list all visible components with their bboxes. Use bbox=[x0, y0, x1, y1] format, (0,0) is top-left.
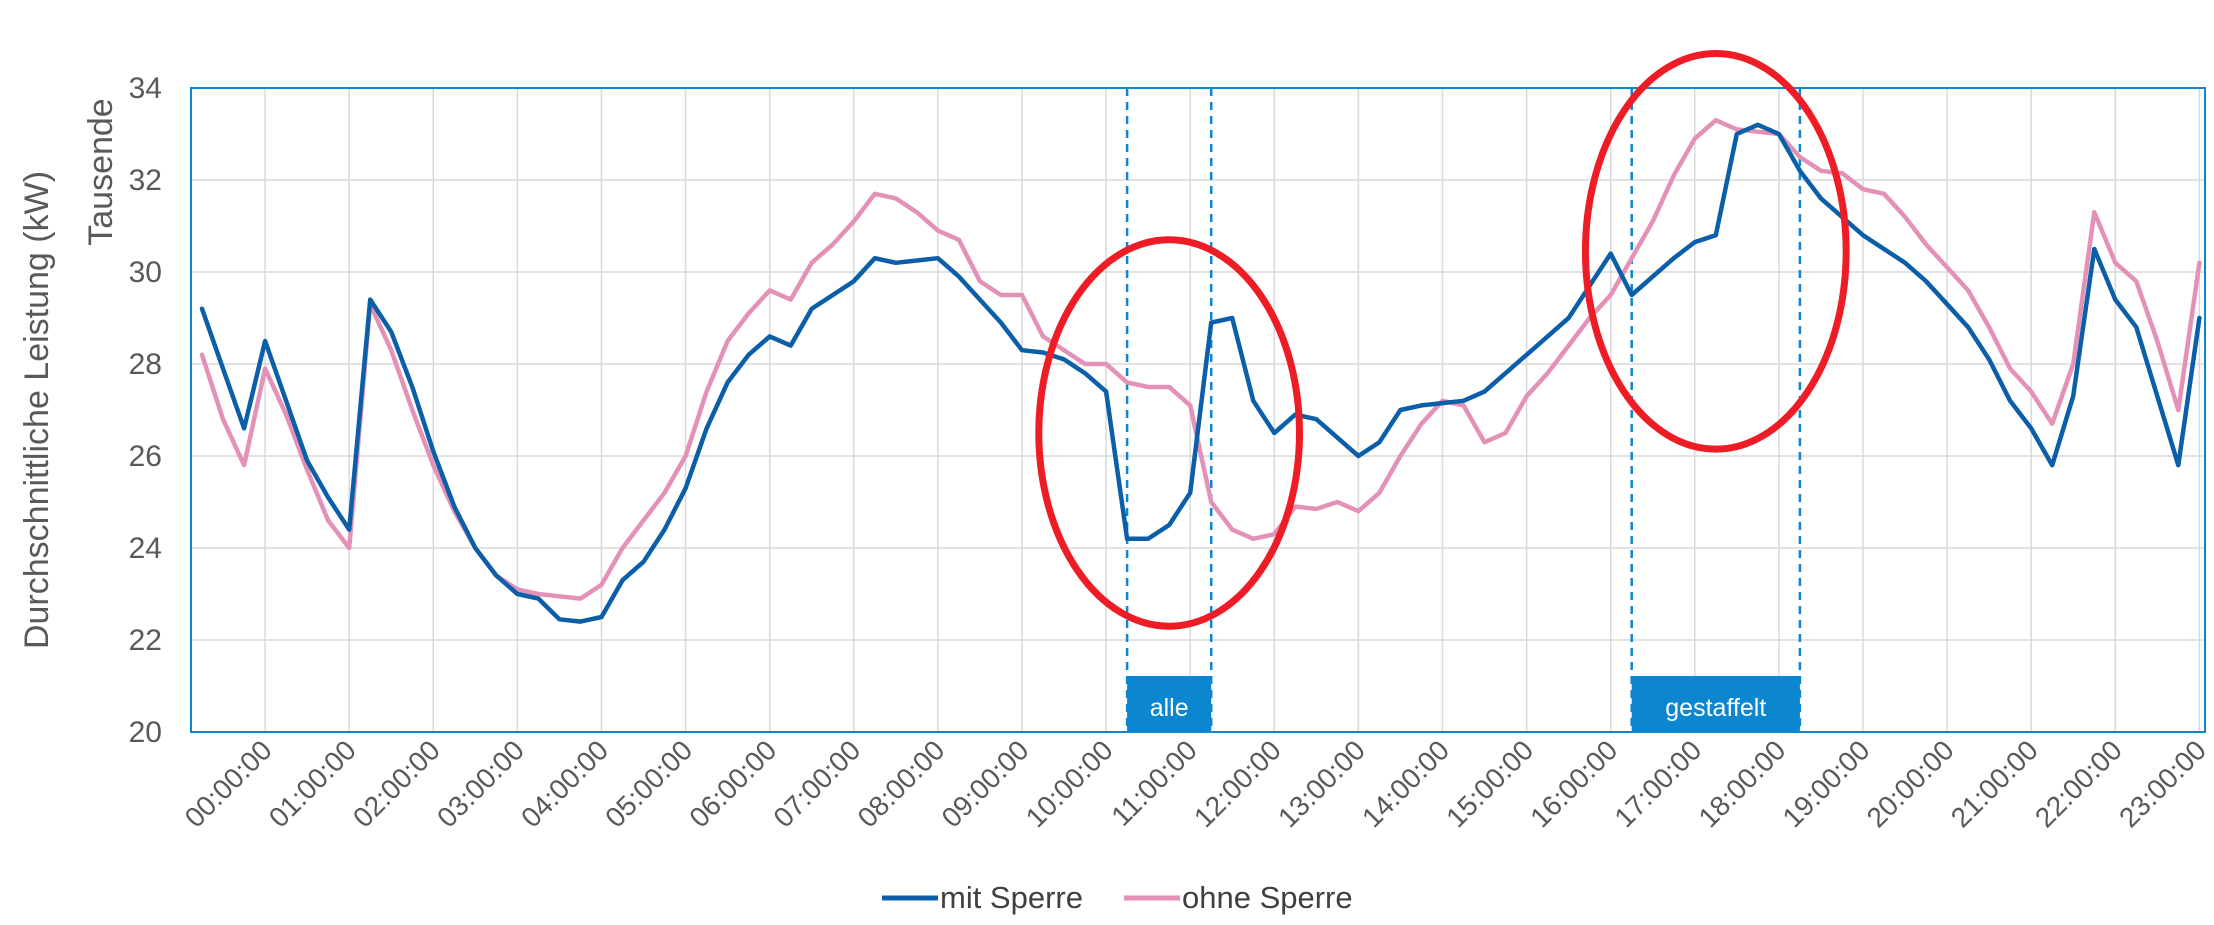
y-tick-label: 32 bbox=[129, 164, 162, 197]
y-tick-label: 28 bbox=[129, 348, 162, 381]
period-label: alle bbox=[1150, 694, 1189, 722]
y-tick-label: 22 bbox=[129, 624, 162, 657]
y-axis-title: Durchschnittliche Leistung (kW) bbox=[18, 171, 56, 649]
period-label: gestaffelt bbox=[1665, 694, 1766, 722]
y-tick-label: 26 bbox=[129, 440, 162, 473]
series-line-1 bbox=[199, 122, 2202, 624]
legend-label-1: mit Sperre bbox=[940, 880, 1083, 915]
highlight-ellipses bbox=[1035, 50, 1850, 630]
time-periods: alle gestaffelt bbox=[1125, 88, 1802, 732]
highlight-ellipse bbox=[1581, 50, 1850, 453]
y-tick-label: 20 bbox=[129, 716, 162, 749]
period-box bbox=[1631, 676, 1800, 732]
y-tick-label: 24 bbox=[129, 532, 162, 565]
data-series bbox=[199, 117, 2202, 624]
y-axis: 20 22 24 26 28 30 32 34 bbox=[129, 72, 162, 749]
highlight-ellipse bbox=[1035, 236, 1304, 630]
period-box bbox=[1127, 676, 1212, 732]
y-axis-unit-label: Tausende bbox=[82, 98, 120, 245]
legend: mit Sperre ohne Sperre bbox=[882, 880, 1353, 915]
legend-label-2: ohne Sperre bbox=[1182, 880, 1353, 915]
plot-area-frame bbox=[190, 87, 2206, 733]
y-tick-label: 34 bbox=[129, 72, 162, 105]
y-tick-label: 30 bbox=[129, 256, 162, 289]
series-line-2 bbox=[199, 117, 2202, 601]
